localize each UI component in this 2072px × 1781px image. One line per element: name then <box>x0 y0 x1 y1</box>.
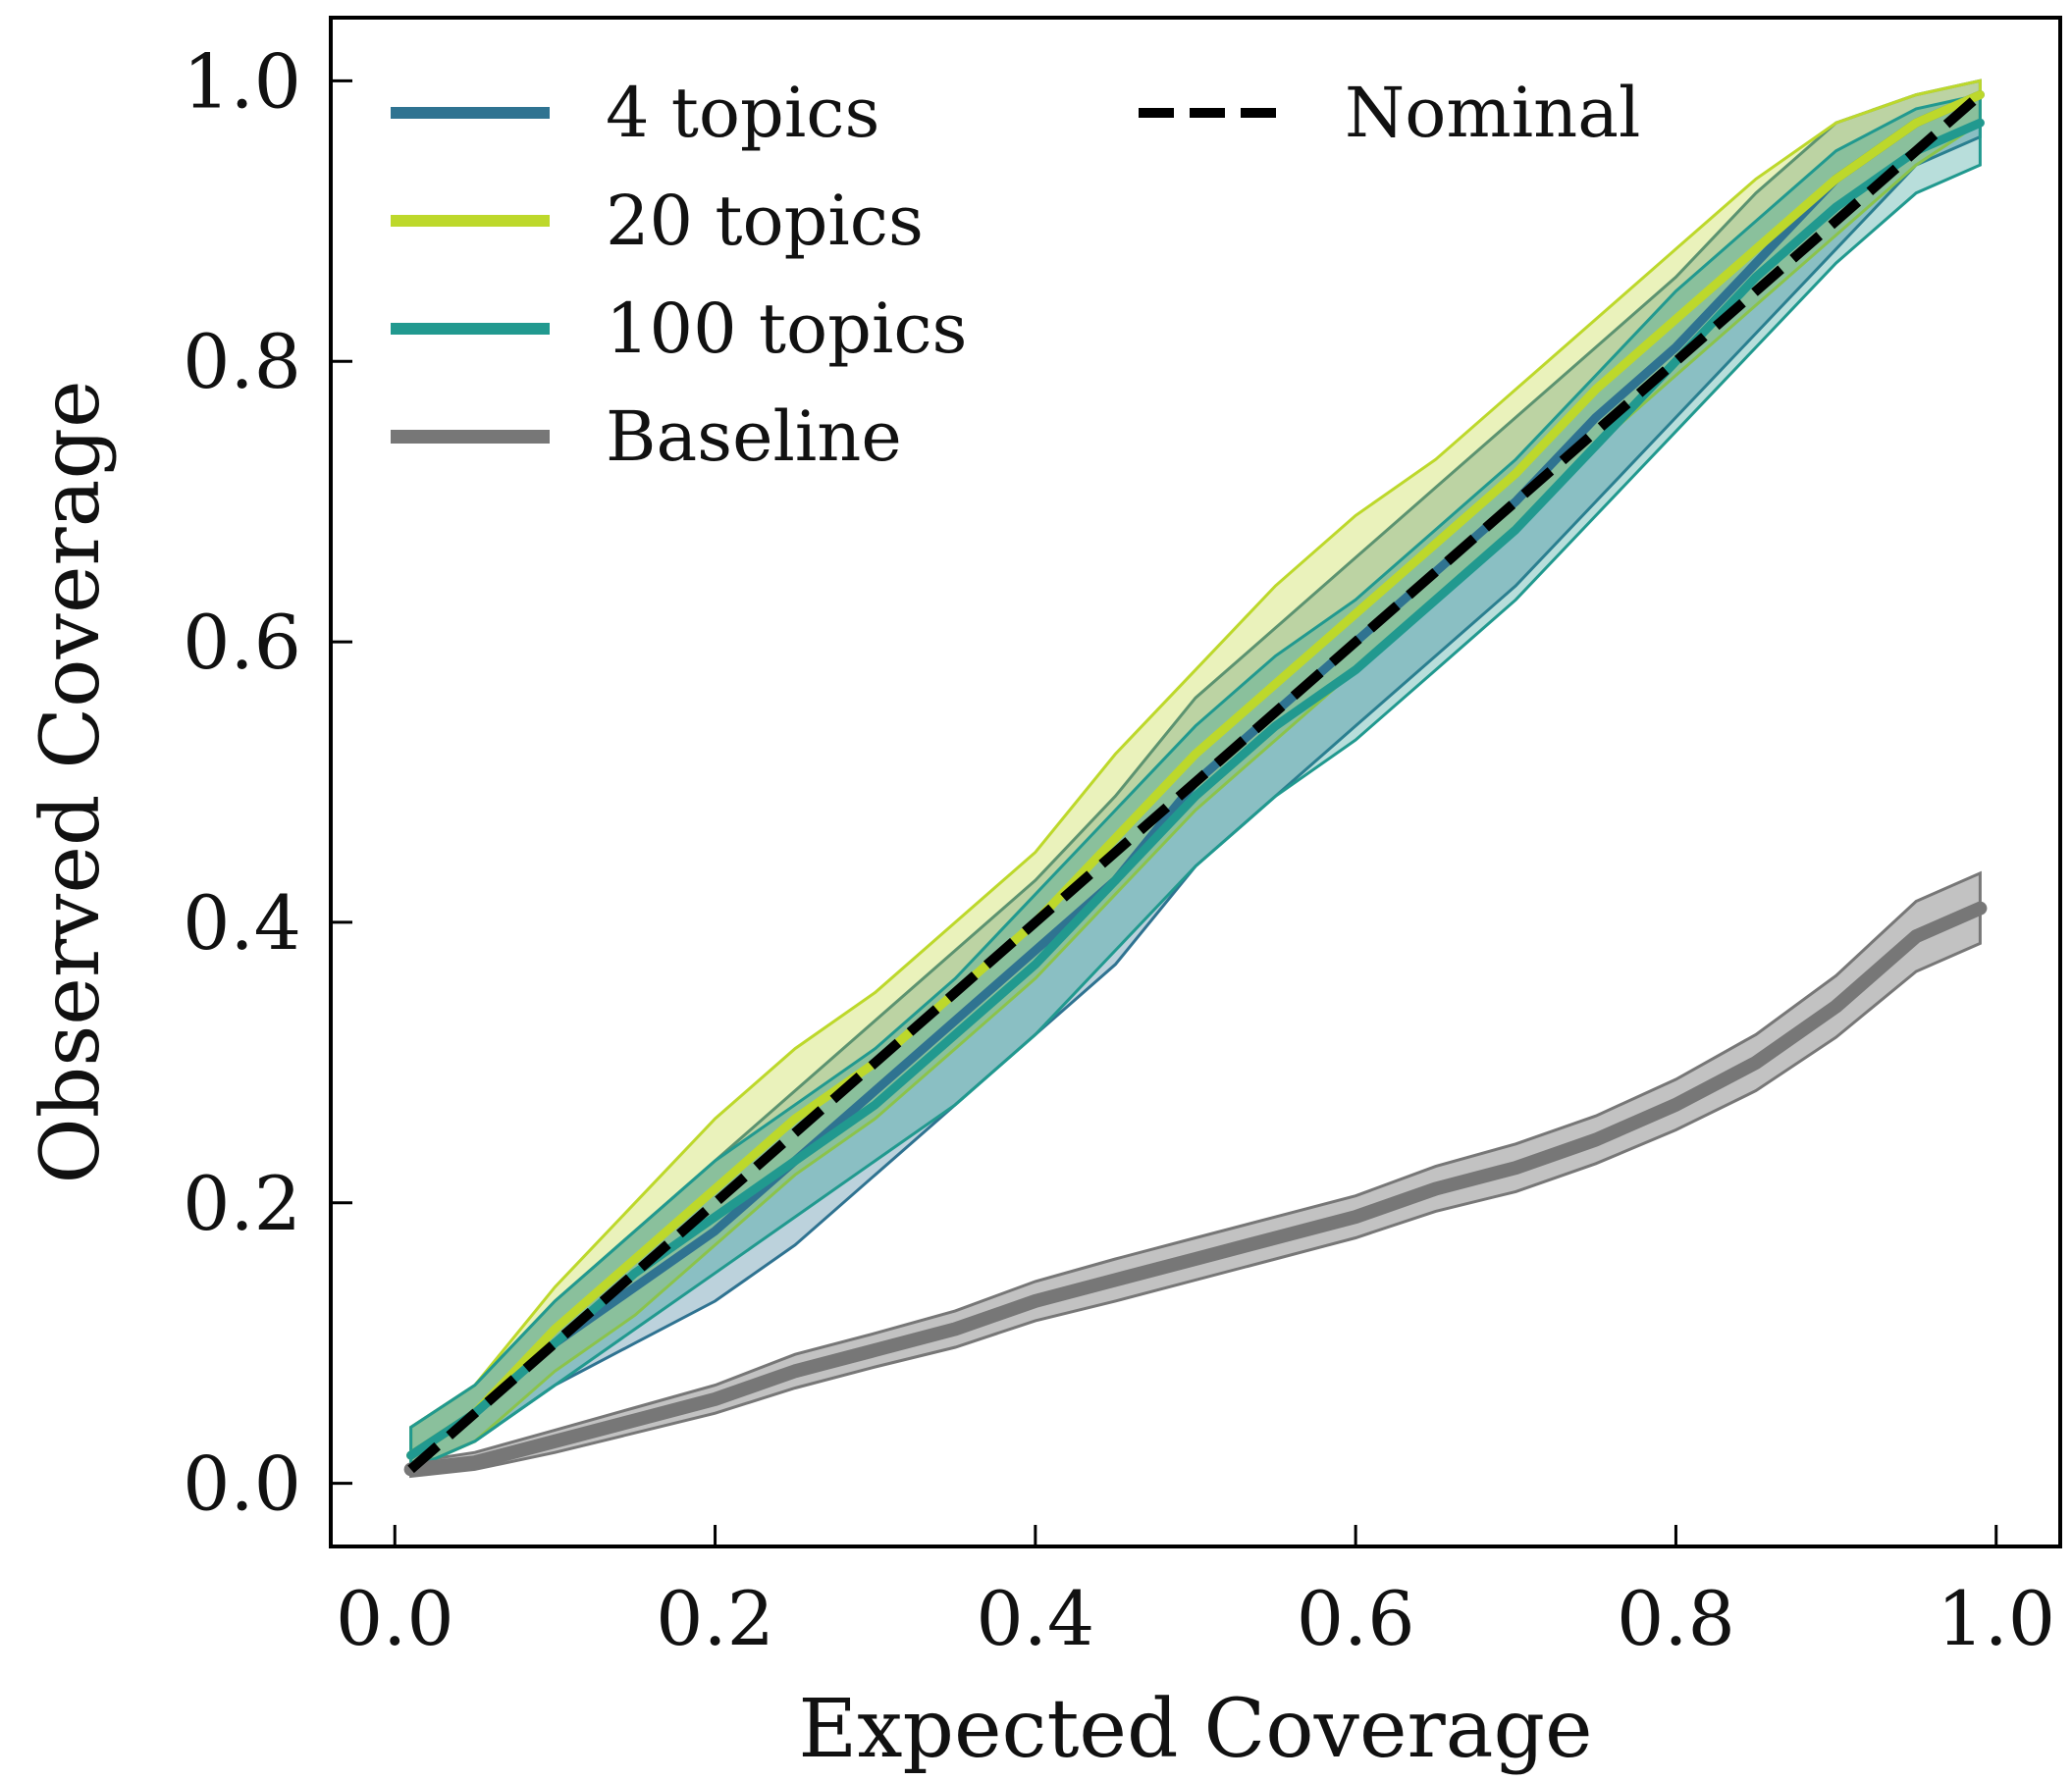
20-topics-line <box>406 90 1985 1460</box>
y-tick-label: 0.8 <box>183 318 301 405</box>
x-axis-ticks: 0.0 0.2 0.4 0.6 0.8 1.0 <box>336 1525 2055 1662</box>
y-tick-label: 0.4 <box>183 879 301 967</box>
y-tick-label: 0.2 <box>183 1160 301 1247</box>
legend-item-100-topics: 100 topics <box>391 288 967 369</box>
x-tick-label: 0.8 <box>1617 1575 1735 1662</box>
legend-label: 100 topics <box>606 288 967 369</box>
nominal-reference <box>407 90 1984 1474</box>
plot-frame <box>329 16 2062 1548</box>
nominal-line <box>407 90 1984 1474</box>
y-axis-title: Observed Coverage <box>25 381 118 1184</box>
y-tick-label: 1.0 <box>183 37 301 125</box>
legend-label: 20 topics <box>606 181 924 261</box>
legend-label: Nominal <box>1345 73 1640 153</box>
legend-label: 4 topics <box>606 73 879 153</box>
legend-item-baseline: Baseline <box>391 396 902 477</box>
y-axis-ticks: 0.0 0.2 0.4 0.6 0.8 1.0 <box>183 37 352 1528</box>
x-axis-title: Expected Coverage <box>798 1683 1592 1776</box>
baseline-line <box>403 901 1988 1477</box>
legend-label: Baseline <box>606 396 902 477</box>
legend-item-20-topics: 20 topics <box>391 181 924 261</box>
legend-item-nominal: Nominal <box>1139 73 1640 153</box>
legend: 4 topics 20 topics 100 topics Baseline Nomin… <box>391 73 1640 477</box>
x-tick-label: 0.0 <box>336 1575 454 1662</box>
y-tick-label: 0.0 <box>183 1441 301 1528</box>
x-tick-label: 0.6 <box>1297 1575 1415 1662</box>
y-tick-label: 0.6 <box>183 599 301 686</box>
x-tick-label: 0.4 <box>976 1575 1094 1662</box>
x-tick-label: 0.2 <box>656 1575 774 1662</box>
baseline-band <box>409 870 1982 1479</box>
legend-item-4-topics: 4 topics <box>391 73 879 153</box>
x-tick-label: 1.0 <box>1937 1575 2055 1662</box>
